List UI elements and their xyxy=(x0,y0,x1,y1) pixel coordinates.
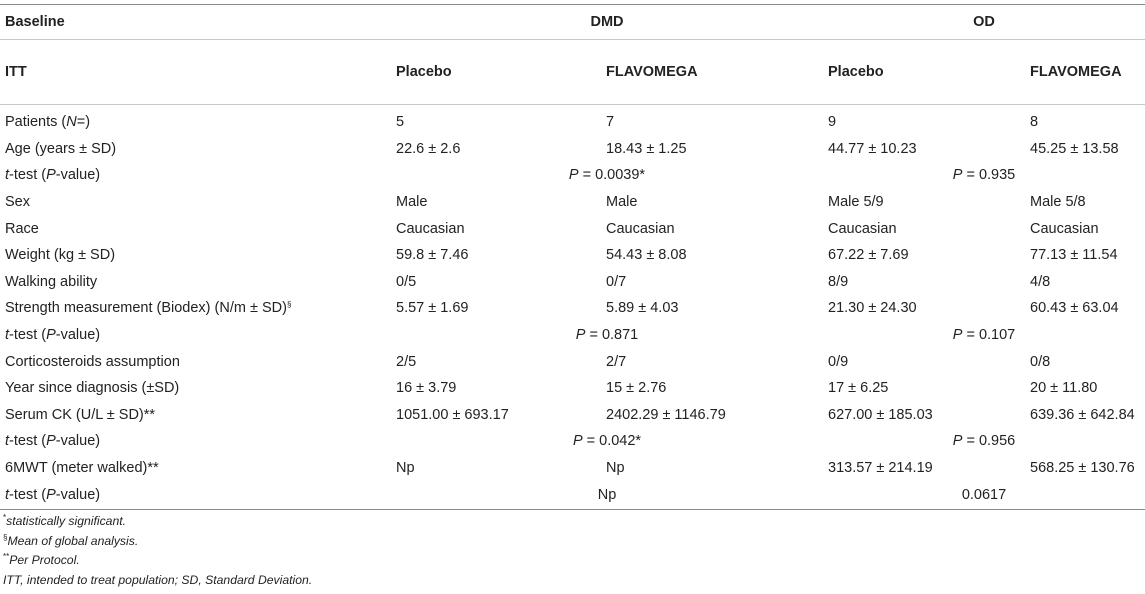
cell-dmd-placebo: 0/5 xyxy=(396,273,417,290)
cell-dmd-placebo: 1051.00 ± 693.17 xyxy=(396,406,509,423)
footnote-significant: *statistically significant. xyxy=(3,513,127,529)
cell-od-flavomega: 45.25 ± 13.58 xyxy=(1030,140,1119,157)
cell-od-placebo: Male 5/9 xyxy=(828,194,884,211)
cell-od-placebo: 0/9 xyxy=(828,353,849,370)
cell-dmd-flavomega: 0/7 xyxy=(606,273,627,290)
header-group-dmd: DMD xyxy=(391,4,823,40)
cell-dmd-flavomega: 54.43 ± 8.08 xyxy=(606,247,687,264)
table-row-ttest: t-test (P-value) P = 0.871 P = 0.107 xyxy=(0,322,1145,349)
row-label: Weight (kg ± SD) xyxy=(5,247,116,264)
cell-od-placebo: 17 ± 6.25 xyxy=(828,380,889,397)
cell-dmd-flavomega: 7 xyxy=(606,114,615,131)
cell-dmd-placebo: Male xyxy=(396,194,428,211)
cell-od-placebo: 313.57 ± 214.19 xyxy=(828,460,933,477)
cell-od-flavomega: Caucasian xyxy=(1030,220,1099,237)
cell-od-pvalue: P = 0.956 xyxy=(952,433,1016,450)
cell-od-flavomega: 4/8 xyxy=(1030,273,1051,290)
table-row: Corticosteroids assumption 2/5 2/7 0/9 0… xyxy=(0,348,1145,375)
cell-od-placebo: 21.30 ± 24.30 xyxy=(828,300,917,317)
row-label: Patients (N=) xyxy=(5,114,91,131)
cell-dmd-placebo: 5.57 ± 1.69 xyxy=(396,300,469,317)
cell-dmd-pvalue: P = 0.0039* xyxy=(568,167,646,184)
table-row: Age (years ± SD) 22.6 ± 2.6 18.43 ± 1.25… xyxy=(0,136,1145,163)
cell-od-flavomega: 8 xyxy=(1030,114,1039,131)
table-row: Sex Male Male Male 5/9 Male 5/8 xyxy=(0,189,1145,216)
cell-dmd-flavomega: 15 ± 2.76 xyxy=(606,380,667,397)
row-label: Age (years ± SD) xyxy=(5,140,117,157)
cell-od-flavomega: 639.36 ± 642.84 xyxy=(1030,406,1135,423)
cell-od-placebo: 8/9 xyxy=(828,273,849,290)
cell-od-pvalue: P = 0.935 xyxy=(952,167,1016,184)
cell-dmd-placebo: 16 ± 3.79 xyxy=(396,380,457,397)
header-row-groups: Baseline DMD OD xyxy=(0,4,1145,40)
row-label: Walking ability xyxy=(5,273,98,290)
row-label: Serum CK (U/L ± SD)** xyxy=(5,406,156,423)
cell-dmd-flavomega: 2/7 xyxy=(606,353,627,370)
table-row: Strength measurement (Biodex) (N/m ± SD)… xyxy=(0,295,1145,322)
table-footnotes: *statistically significant. §Mean of glo… xyxy=(3,512,312,590)
cell-od-flavomega: 77.13 ± 11.54 xyxy=(1030,247,1118,264)
row-label: 6MWT (meter walked)** xyxy=(5,460,159,477)
cell-dmd-placebo: Caucasian xyxy=(396,220,465,237)
row-label: Sex xyxy=(5,194,30,211)
cell-dmd-flavomega: 5.89 ± 4.03 xyxy=(606,300,679,317)
row-label: t-test (P-value) xyxy=(0,481,391,511)
cell-od-placebo: 67.22 ± 7.69 xyxy=(828,247,909,264)
cell-dmd-placebo: 5 xyxy=(396,114,405,131)
header-itt: ITT xyxy=(0,39,391,105)
cell-dmd-placebo: 2/5 xyxy=(396,353,417,370)
cell-od-placebo: 627.00 ± 185.03 xyxy=(828,406,933,423)
cell-dmd-pvalue: P = 0.042* xyxy=(572,433,642,450)
row-label: Race xyxy=(5,220,39,237)
cell-dmd-flavomega: 2402.29 ± 1146.79 xyxy=(606,406,726,423)
header-od-flavomega: FLAVOMEGA xyxy=(1025,39,1145,105)
footnote-global-analysis: §Mean of global analysis. xyxy=(3,532,139,548)
header-dmd-placebo: Placebo xyxy=(391,39,601,105)
baseline-table: Baseline DMD OD ITT Placebo FLAVOMEGA Pl… xyxy=(0,4,1145,511)
table-row: Weight (kg ± SD) 59.8 ± 7.46 54.43 ± 8.0… xyxy=(0,242,1145,269)
row-label: Strength measurement (Biodex) (N/m ± SD)… xyxy=(5,300,292,317)
header-baseline: Baseline xyxy=(0,4,391,40)
cell-dmd-placebo: Np xyxy=(396,460,415,477)
cell-dmd-flavomega: Male xyxy=(606,194,638,211)
header-dmd-flavomega: FLAVOMEGA xyxy=(601,39,823,105)
cell-od-pvalue: P = 0.107 xyxy=(952,327,1016,344)
cell-od-placebo: 9 xyxy=(828,114,837,131)
row-label: t-test (P-value) xyxy=(5,433,101,450)
cell-od-flavomega: 60.43 ± 63.04 xyxy=(1030,300,1119,317)
cell-od-flavomega: Male 5/8 xyxy=(1030,194,1086,211)
footnote-abbreviations: ITT, intended to treat population; SD, S… xyxy=(3,572,313,587)
table-row: 6MWT (meter walked)** Np Np 313.57 ± 214… xyxy=(0,455,1145,482)
cell-od-pvalue: 0.0617 xyxy=(823,481,1145,511)
cell-od-flavomega: 0/8 xyxy=(1030,353,1051,370)
row-label: Corticosteroids assumption xyxy=(5,353,180,370)
cell-dmd-placebo: 22.6 ± 2.6 xyxy=(396,140,461,157)
header-group-od: OD xyxy=(823,4,1145,40)
table-row-ttest: t-test (P-value) Np 0.0617 xyxy=(0,481,1145,511)
table-row: Race Caucasian Caucasian Caucasian Cauca… xyxy=(0,215,1145,242)
cell-od-placebo: Caucasian xyxy=(828,220,897,237)
cell-dmd-pvalue: Np xyxy=(391,481,823,511)
cell-dmd-pvalue: P = 0.871 xyxy=(575,327,639,344)
cell-od-placebo: 44.77 ± 10.23 xyxy=(828,140,917,157)
table-row: Year since diagnosis (±SD) 16 ± 3.79 15 … xyxy=(0,375,1145,402)
cell-dmd-flavomega: 18.43 ± 1.25 xyxy=(606,140,687,157)
header-od-placebo: Placebo xyxy=(823,39,1025,105)
table-row-ttest: t-test (P-value) P = 0.0039* P = 0.935 xyxy=(0,162,1145,189)
table-row: Walking ability 0/5 0/7 8/9 4/8 xyxy=(0,269,1145,296)
cell-od-flavomega: 568.25 ± 130.76 xyxy=(1030,460,1135,477)
table-row: Serum CK (U/L ± SD)** 1051.00 ± 693.17 2… xyxy=(0,402,1145,429)
cell-od-flavomega: 20 ± 11.80 xyxy=(1030,380,1098,397)
table-row-ttest: t-test (P-value) P = 0.042* P = 0.956 xyxy=(0,428,1145,455)
footnote-per-protocol: **Per Protocol. xyxy=(3,552,80,568)
row-label: t-test (P-value) xyxy=(5,327,101,344)
table-row: Patients (N=) 5 7 9 8 xyxy=(0,105,1145,136)
cell-dmd-placebo: 59.8 ± 7.46 xyxy=(396,247,469,264)
header-row-arms: ITT Placebo FLAVOMEGA Placebo FLAVOMEGA xyxy=(0,39,1145,105)
cell-dmd-flavomega: Np xyxy=(606,460,625,477)
cell-dmd-flavomega: Caucasian xyxy=(606,220,675,237)
row-label: Year since diagnosis (±SD) xyxy=(5,380,180,397)
row-label: t-test (P-value) xyxy=(5,167,101,184)
